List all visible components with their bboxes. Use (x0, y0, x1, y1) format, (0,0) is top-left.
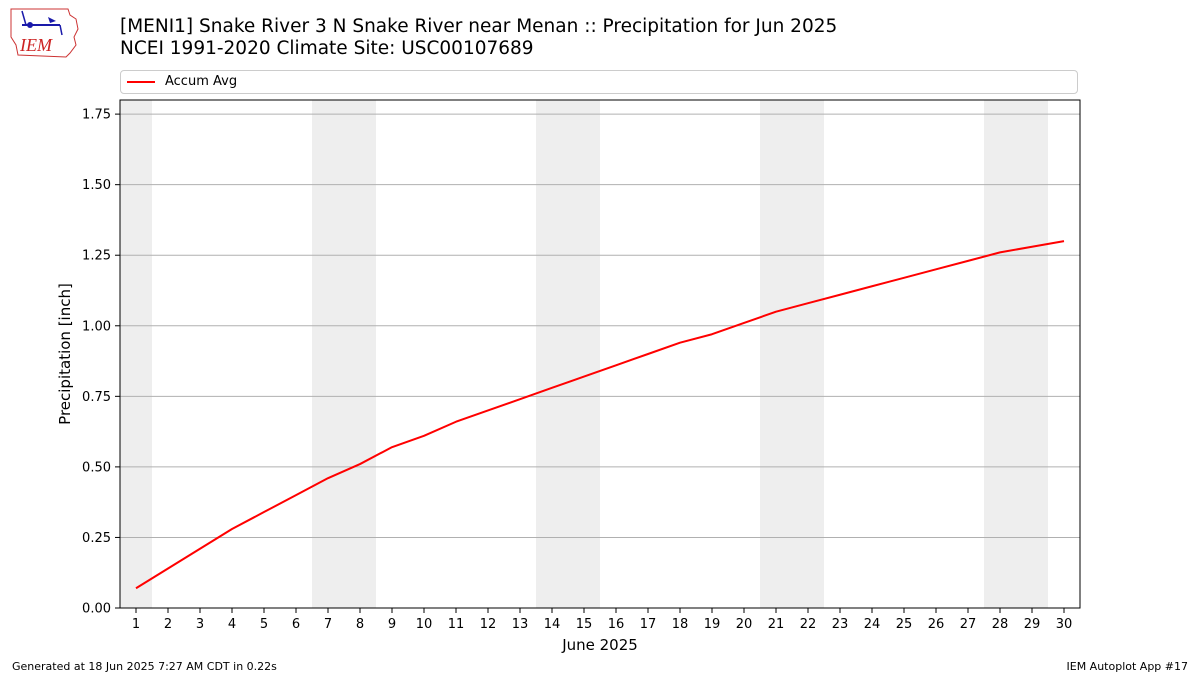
y-tick-label: 1.25 (82, 249, 111, 264)
x-tick-label: 14 (544, 617, 561, 632)
y-axis-label: Precipitation [inch] (56, 283, 74, 425)
x-tick-label: 6 (292, 617, 300, 632)
x-tick-label: 7 (324, 617, 332, 632)
x-tick-label: 9 (388, 617, 396, 632)
x-tick-label: 26 (928, 617, 945, 632)
x-tick-label: 23 (832, 617, 849, 632)
weekend-band (536, 100, 600, 608)
x-tick-label: 11 (448, 617, 465, 632)
x-tick-label: 16 (608, 617, 625, 632)
weekend-band (312, 100, 376, 608)
title-line-2: NCEI 1991-2020 Climate Site: USC00107689 (120, 38, 534, 59)
y-tick-label: 0.00 (82, 602, 111, 617)
y-tick-label: 1.75 (82, 108, 111, 123)
x-tick-label: 3 (196, 617, 204, 632)
x-tick-label: 2 (164, 617, 172, 632)
weekend-band (120, 100, 152, 608)
x-tick-label: 25 (896, 617, 913, 632)
legend-label: Accum Avg (165, 74, 238, 89)
x-tick-label: 27 (960, 617, 977, 632)
y-tick-label: 1.50 (82, 178, 111, 193)
y-tick-label: 0.50 (82, 460, 111, 475)
y-tick-label: 0.75 (82, 390, 111, 405)
x-tick-label: 22 (800, 617, 817, 632)
x-tick-label: 24 (864, 617, 881, 632)
x-tick-label: 8 (356, 617, 364, 632)
x-tick-label: 12 (480, 617, 497, 632)
x-tick-label: 30 (1056, 617, 1073, 632)
x-tick-label: 29 (1024, 617, 1041, 632)
x-tick-label: 1 (132, 617, 140, 632)
legend-swatch (127, 81, 155, 83)
chart-title: [MENI1] Snake River 3 N Snake River near… (120, 16, 837, 60)
x-tick-label: 28 (992, 617, 1009, 632)
x-tick-label: 4 (228, 617, 236, 632)
iem-logo: IEM (8, 5, 80, 59)
series-line-accum-avg (135, 240, 1065, 590)
plot-frame (119, 99, 1081, 609)
svg-text:IEM: IEM (19, 35, 53, 55)
x-tick-label: 20 (736, 617, 753, 632)
x-tick-label: 18 (672, 617, 689, 632)
x-tick-label: 21 (768, 617, 785, 632)
x-tick-label: 5 (260, 617, 268, 632)
weekend-band (984, 100, 1048, 608)
y-tick-label: 1.00 (82, 319, 111, 334)
y-tick-label: 0.25 (82, 531, 111, 546)
x-tick-label: 10 (416, 617, 433, 632)
generated-footer: Generated at 18 Jun 2025 7:27 AM CDT in … (12, 660, 277, 673)
x-tick-label: 19 (704, 617, 721, 632)
app-footer: IEM Autoplot App #17 (1066, 660, 1189, 673)
legend: Accum Avg (120, 70, 1078, 94)
x-tick-label: 17 (640, 617, 657, 632)
x-tick-label: 13 (512, 617, 529, 632)
title-line-1: [MENI1] Snake River 3 N Snake River near… (120, 16, 838, 37)
x-axis-label: June 2025 (561, 636, 638, 654)
x-tick-label: 15 (576, 617, 593, 632)
weekend-band (760, 100, 824, 608)
